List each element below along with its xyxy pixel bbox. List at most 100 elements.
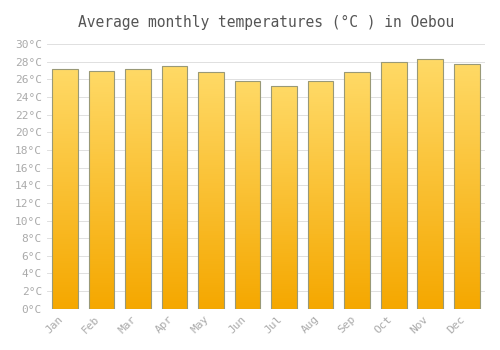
Bar xyxy=(381,116,406,119)
Bar xyxy=(418,149,443,152)
Bar xyxy=(126,254,151,256)
Bar xyxy=(126,218,151,220)
Bar xyxy=(126,294,151,297)
Bar xyxy=(235,172,260,175)
Bar xyxy=(52,126,78,129)
Bar xyxy=(52,249,78,251)
Bar xyxy=(308,218,334,220)
Bar xyxy=(418,134,443,136)
Bar xyxy=(89,259,114,261)
Bar xyxy=(308,270,334,272)
Bar xyxy=(381,250,406,252)
Bar xyxy=(418,167,443,169)
Bar xyxy=(344,299,370,302)
Bar xyxy=(235,97,260,99)
Bar xyxy=(381,245,406,247)
Bar xyxy=(198,103,224,105)
Bar xyxy=(308,304,334,307)
Bar xyxy=(454,218,479,220)
Bar xyxy=(89,173,114,175)
Bar xyxy=(198,98,224,101)
Bar xyxy=(454,255,479,257)
Bar xyxy=(235,293,260,295)
Bar xyxy=(381,222,406,225)
Bar xyxy=(272,295,297,298)
Bar xyxy=(308,193,334,195)
Bar xyxy=(162,154,188,156)
Bar xyxy=(235,209,260,211)
Bar xyxy=(381,193,406,195)
Bar xyxy=(418,121,443,124)
Bar xyxy=(344,127,370,129)
Bar xyxy=(344,266,370,268)
Bar xyxy=(418,264,443,266)
Bar xyxy=(198,167,224,169)
Bar xyxy=(418,234,443,236)
Bar xyxy=(235,186,260,188)
Bar xyxy=(235,266,260,268)
Bar xyxy=(308,159,334,161)
Bar xyxy=(454,174,479,176)
Bar xyxy=(344,101,370,103)
Bar xyxy=(235,93,260,95)
Bar xyxy=(235,295,260,298)
Bar xyxy=(89,294,114,297)
Bar xyxy=(418,159,443,161)
Bar xyxy=(162,83,188,86)
Bar xyxy=(52,215,78,218)
Bar xyxy=(162,98,188,100)
Bar xyxy=(162,120,188,122)
Bar xyxy=(381,89,406,91)
Bar xyxy=(308,90,334,93)
Bar xyxy=(126,196,151,198)
Bar xyxy=(126,146,151,148)
Bar xyxy=(198,176,224,179)
Bar xyxy=(344,82,370,84)
Bar xyxy=(418,181,443,184)
Bar xyxy=(198,254,224,257)
Bar xyxy=(235,116,260,118)
Bar xyxy=(52,81,78,83)
Bar xyxy=(235,125,260,127)
Bar xyxy=(344,169,370,172)
Bar xyxy=(418,189,443,191)
Bar xyxy=(308,118,334,120)
Bar xyxy=(162,127,188,129)
Bar xyxy=(308,163,334,166)
Bar xyxy=(198,238,224,240)
Bar xyxy=(126,126,151,129)
Bar xyxy=(52,239,78,241)
Bar xyxy=(308,116,334,118)
Bar xyxy=(126,107,151,110)
Bar xyxy=(454,240,479,243)
Bar xyxy=(308,279,334,281)
Bar xyxy=(272,199,297,202)
Bar xyxy=(89,171,114,173)
Bar xyxy=(381,136,406,138)
Bar xyxy=(344,280,370,283)
Bar xyxy=(89,71,114,73)
Bar xyxy=(272,291,297,293)
Bar xyxy=(272,219,297,222)
Bar xyxy=(418,92,443,94)
Bar xyxy=(126,88,151,90)
Bar xyxy=(198,146,224,148)
Bar xyxy=(381,188,406,190)
Bar xyxy=(198,285,224,287)
Bar xyxy=(198,96,224,98)
Bar xyxy=(381,254,406,257)
Bar xyxy=(308,156,334,159)
Bar xyxy=(308,102,334,104)
Bar xyxy=(454,306,479,309)
Bar xyxy=(126,198,151,201)
Bar xyxy=(235,199,260,202)
Bar xyxy=(308,184,334,186)
Bar xyxy=(89,97,114,99)
Bar xyxy=(308,86,334,88)
Bar xyxy=(308,188,334,190)
Bar xyxy=(235,122,260,125)
Bar xyxy=(344,285,370,287)
Bar xyxy=(381,146,406,148)
Bar xyxy=(198,261,224,264)
Bar xyxy=(308,250,334,252)
